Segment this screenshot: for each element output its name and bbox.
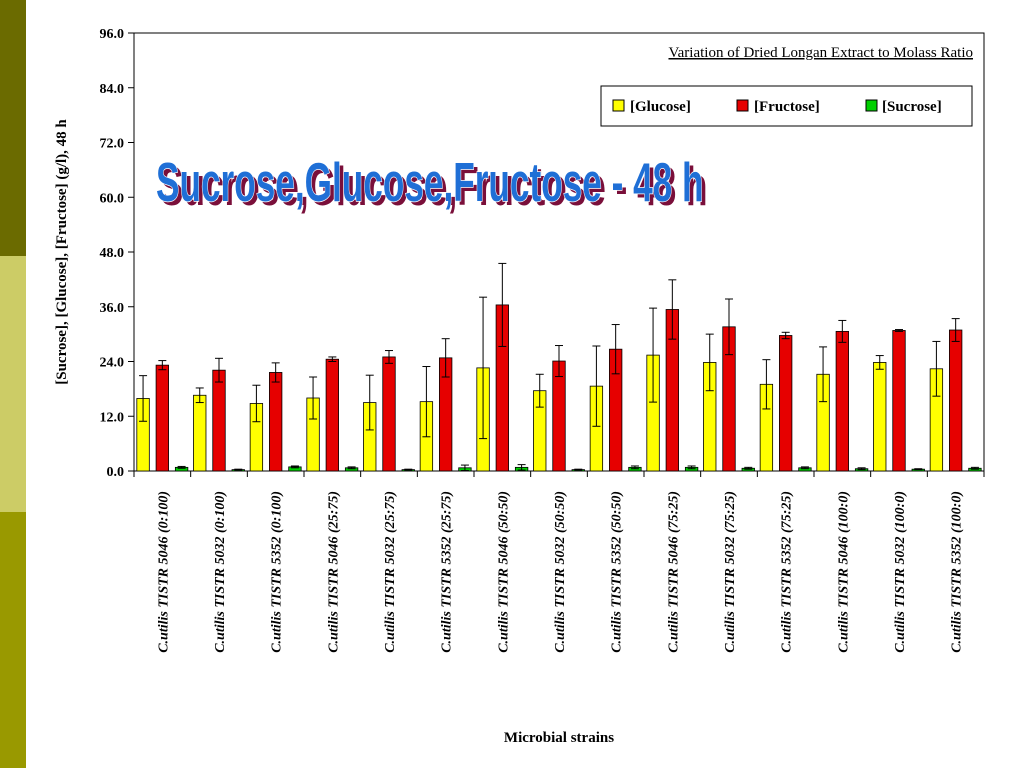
side-bar-light-segment <box>0 256 26 512</box>
legend: [Glucose] [Fructose] [Sucrose] <box>600 85 973 127</box>
x-category-label: C.utilis TISTR 5032 (25:75) <box>383 491 398 653</box>
bar-fructose <box>835 330 849 472</box>
chart-subtitle: Variation of Dried Longan Extract to Mol… <box>668 45 973 61</box>
overlay-title: Sucrose,Glucose,Fructose - 48 h <box>156 151 704 213</box>
x-category-label: C.utilis TISTR 5352 (50:50) <box>610 491 625 653</box>
overlay-title-shadow: Sucrose,Glucose,Fructose - 48 h <box>160 155 708 217</box>
x-category-label: C.utilis TISTR 5032 (75:25) <box>723 491 738 653</box>
decorative-side-bar <box>0 0 26 768</box>
bar-fructose <box>779 335 793 472</box>
y-tick-label: 12.0 <box>100 410 125 425</box>
legend-box <box>600 85 973 127</box>
bar-fructose <box>325 358 339 472</box>
x-category-label: C.utilis TISTR 5352 (0:100) <box>270 491 285 653</box>
x-category-label: C.utilis TISTR 5046 (100:0) <box>836 491 851 653</box>
bar-glucose <box>873 362 887 472</box>
bar-fructose <box>892 330 906 472</box>
y-tick-label: 96.0 <box>100 27 125 42</box>
bar-fructose <box>949 329 963 472</box>
bar-fructose <box>269 372 283 472</box>
x-category-label: C.utilis TISTR 5352 (25:75) <box>440 491 455 653</box>
legend-label-sucrose: [Sucrose] <box>882 99 942 115</box>
legend-swatch-fructose <box>736 99 749 112</box>
bar-fructose <box>552 360 566 472</box>
side-bar-olive-segment <box>0 512 26 768</box>
y-axis-title: [Sucrose], [Glucose], [Fructose] (g/l), … <box>54 119 70 385</box>
x-category-label: C.utilis TISTR 5032 (50:50) <box>553 491 568 653</box>
bars-layer <box>136 262 982 472</box>
legend-label-fructose: [Fructose] <box>754 99 820 115</box>
x-category-label: C.utilis TISTR 5046 (25:75) <box>326 491 341 653</box>
y-tick-label: 84.0 <box>100 82 125 97</box>
legend-swatch-sucrose <box>865 99 878 112</box>
x-category-label: C.utilis TISTR 5046 (50:50) <box>496 491 511 653</box>
x-category-label: C.utilis TISTR 5046 (0:100) <box>156 491 171 653</box>
y-tick-label: 36.0 <box>100 301 125 316</box>
y-axis: 0.0 12.0 24.0 36.0 48.0 60.0 72.0 84.0 96.0 <box>100 27 134 480</box>
y-tick-label: 24.0 <box>100 356 125 371</box>
x-category-label: C.utilis TISTR 5352 (100:0) <box>950 491 965 653</box>
x-category-label: C.utilis TISTR 5352 (75:25) <box>780 491 795 653</box>
legend-swatch-glucose <box>612 99 625 112</box>
y-tick-label: 0.0 <box>107 465 125 480</box>
y-tick-label: 72.0 <box>100 137 125 152</box>
side-bar-dark-segment <box>0 0 26 256</box>
bar-fructose <box>382 356 396 472</box>
x-axis-title: Microbial strains <box>504 730 614 746</box>
y-tick-label: 48.0 <box>100 246 125 261</box>
y-tick-label: 60.0 <box>100 191 125 206</box>
x-category-label: C.utilis TISTR 5032 (0:100) <box>213 491 228 653</box>
x-axis-categories: C.utilis TISTR 5046 (0:100) C.utilis TIST… <box>133 471 985 653</box>
bar-fructose <box>155 364 169 472</box>
legend-label-glucose: [Glucose] <box>630 99 691 115</box>
x-category-label: C.utilis TISTR 5046 (75:25) <box>666 491 681 653</box>
x-category-label: C.utilis TISTR 5032 (100:0) <box>893 491 908 653</box>
bar-fructose <box>212 369 226 472</box>
bar-glucose <box>193 394 207 472</box>
